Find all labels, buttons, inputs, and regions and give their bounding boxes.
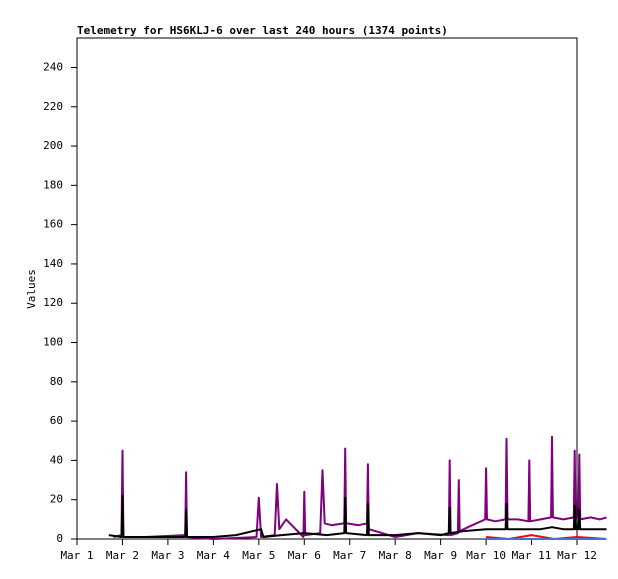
y-tick-label: 120	[43, 296, 63, 309]
x-tick-label: Mar 5	[242, 549, 275, 562]
series-line	[108, 494, 607, 538]
y-tick-label: 220	[43, 100, 63, 113]
y-tick-label: 160	[43, 218, 63, 231]
y-tick-label: 240	[43, 60, 63, 73]
y-tick-label: 60	[50, 414, 63, 427]
y-tick-label: 200	[43, 139, 63, 152]
plot-frame	[76, 37, 578, 540]
x-tick-label: Mar 2	[106, 549, 139, 562]
x-tick-label: Mar 6	[288, 549, 321, 562]
y-tick-label: 100	[43, 336, 63, 349]
y-tick-label: 20	[50, 493, 63, 506]
y-tick-label: 140	[43, 257, 63, 270]
x-tick-label: Mar 10	[466, 549, 506, 562]
x-tick-label: Mar 7	[333, 549, 366, 562]
x-tick-label: Mar 9	[424, 549, 457, 562]
chart-title: Telemetry for HS6KLJ-6 over last 240 hou…	[77, 24, 448, 37]
x-tick-label: Mar 8	[379, 549, 412, 562]
x-tick-label: Mar 11	[512, 549, 552, 562]
x-tick-label: Mar 12	[557, 549, 597, 562]
y-axis-label: Values	[25, 269, 38, 309]
y-tick-label: 0	[56, 532, 63, 545]
x-tick-label: Mar 3	[151, 549, 184, 562]
y-tick-label: 80	[50, 375, 63, 388]
y-tick-label: 180	[43, 178, 63, 191]
x-tick-label: Mar 4	[197, 549, 230, 562]
y-tick-label: 40	[50, 453, 63, 466]
x-tick-label: Mar 1	[60, 549, 93, 562]
